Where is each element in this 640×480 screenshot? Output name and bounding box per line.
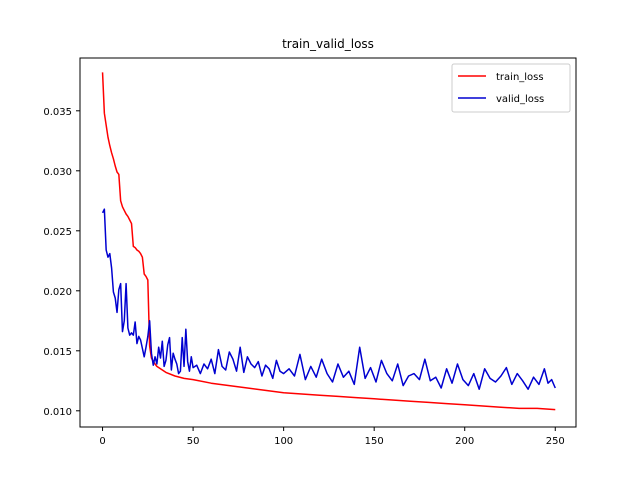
x-tick-label: 0 xyxy=(99,436,105,447)
x-tick-label: 150 xyxy=(365,436,384,447)
legend: train_loss valid_loss xyxy=(451,63,571,113)
y-tick-label: 0.010 xyxy=(43,407,72,418)
x-axis: 0 50 100 150 200 250 xyxy=(99,427,565,447)
x-tick-label: 200 xyxy=(455,436,474,447)
chart-title: train_valid_loss xyxy=(282,37,374,51)
series-layer xyxy=(101,72,556,411)
y-tick-label: 0.035 xyxy=(43,107,72,118)
x-tick-label: 50 xyxy=(187,436,200,447)
y-tick-label: 0.020 xyxy=(43,287,72,298)
y-axis: 0.010 0.015 0.020 0.025 0.030 0.035 xyxy=(43,107,80,418)
legend-label-train-loss: train_loss xyxy=(496,72,544,83)
plot-area xyxy=(79,57,577,428)
x-tick-label: 100 xyxy=(274,436,293,447)
y-tick-label: 0.030 xyxy=(43,167,72,178)
x-tick-label: 250 xyxy=(546,436,565,447)
legend-label-valid-loss: valid_loss xyxy=(496,94,544,105)
y-tick-label: 0.025 xyxy=(43,227,72,238)
y-tick-label: 0.015 xyxy=(43,347,72,358)
plot-frame xyxy=(79,57,577,428)
series-line-valid-loss xyxy=(101,208,556,390)
